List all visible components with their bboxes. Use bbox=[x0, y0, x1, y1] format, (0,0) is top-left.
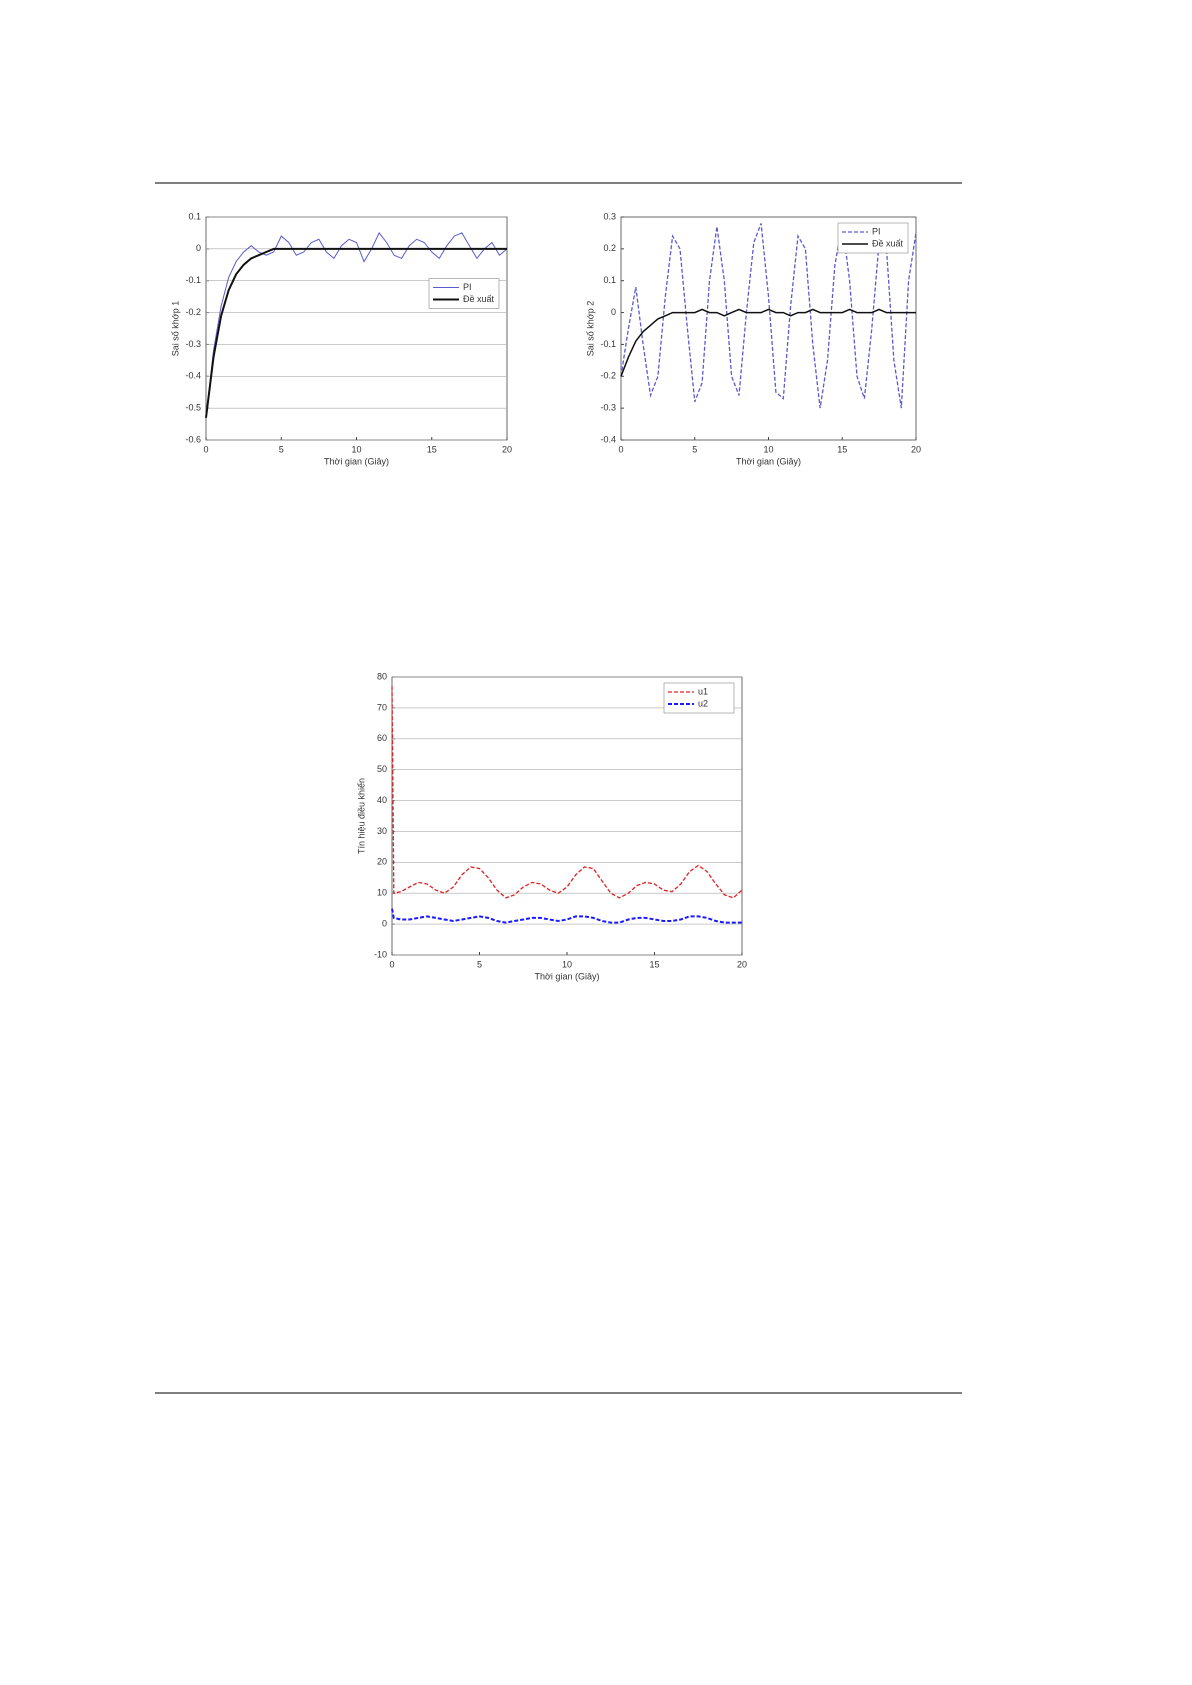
y-tick-label: -0.1 bbox=[185, 275, 201, 285]
legend-label: Đề xuất bbox=[463, 294, 495, 304]
y-tick-label: -0.5 bbox=[185, 403, 201, 413]
legend-box bbox=[428, 278, 500, 309]
y-tick-label: 0.3 bbox=[603, 211, 616, 221]
series-line bbox=[391, 908, 742, 924]
y-tick-label: -0.1 bbox=[600, 339, 616, 349]
plot-area bbox=[391, 676, 743, 956]
y-tick-label: 10 bbox=[377, 888, 387, 898]
x-axis-label: Thời gian (Giây) bbox=[324, 456, 389, 466]
x-tick-label: 10 bbox=[351, 444, 361, 454]
legend: PI Đề xuất bbox=[428, 278, 500, 309]
series-line bbox=[205, 247, 507, 418]
y-tick-label: 0.2 bbox=[603, 243, 616, 253]
y-tick-label: -0.3 bbox=[600, 403, 616, 413]
x-tick-label: 20 bbox=[502, 444, 512, 454]
legend-label: u1 bbox=[698, 686, 708, 696]
x-tick-label: 0 bbox=[203, 444, 208, 454]
x-axis-label: Thời gian (Giây) bbox=[535, 971, 600, 981]
y-tick-label: 30 bbox=[377, 826, 387, 836]
y-axis-label: Tín hiệu điều khiển bbox=[356, 778, 366, 854]
y-tick-label: -0.4 bbox=[185, 371, 201, 381]
legend-label: Đề xuất bbox=[872, 238, 904, 248]
x-tick-label: 15 bbox=[837, 444, 847, 454]
x-tick-label: 15 bbox=[649, 959, 659, 969]
y-tick-label: 0 bbox=[382, 918, 387, 928]
x-tick-label: 20 bbox=[911, 444, 921, 454]
y-tick-label: 0.1 bbox=[603, 275, 616, 285]
x-tick-label: 5 bbox=[279, 444, 284, 454]
y-tick-label: 80 bbox=[377, 671, 387, 681]
y-tick-label: -0.3 bbox=[185, 339, 201, 349]
x-tick-label: 0 bbox=[618, 444, 623, 454]
y-axis-label: Sai số khớp 1 bbox=[170, 301, 180, 356]
legend-label: PI bbox=[872, 226, 881, 236]
x-tick-label: 10 bbox=[562, 959, 572, 969]
y-tick-label: 20 bbox=[377, 857, 387, 867]
x-axis-label: Thời gian (Giây) bbox=[736, 456, 801, 466]
series-line bbox=[205, 231, 508, 418]
y-axis-label: Sai số khớp 2 bbox=[585, 301, 595, 356]
x-tick-label: 15 bbox=[427, 444, 437, 454]
y-tick-label: -0.4 bbox=[600, 434, 616, 444]
y-tick-label: 40 bbox=[377, 795, 387, 805]
y-tick-label: 0 bbox=[196, 243, 201, 253]
y-tick-label: -0.2 bbox=[600, 371, 616, 381]
x-tick-label: 5 bbox=[692, 444, 697, 454]
legend: PI Đề xuất bbox=[837, 222, 909, 254]
y-tick-label: 0 bbox=[611, 307, 616, 317]
legend-box bbox=[663, 682, 735, 714]
legend-label: u2 bbox=[698, 698, 708, 708]
y-tick-label: 0.1 bbox=[188, 211, 201, 221]
x-tick-label: 10 bbox=[763, 444, 773, 454]
y-tick-label: -10 bbox=[374, 949, 387, 959]
x-tick-label: 0 bbox=[389, 959, 394, 969]
y-tick-label: -0.6 bbox=[185, 434, 201, 444]
y-tick-label: 50 bbox=[377, 764, 387, 774]
series-line bbox=[620, 223, 917, 409]
legend-label: PI bbox=[463, 282, 472, 292]
plot-area bbox=[205, 216, 508, 441]
series-line bbox=[620, 308, 916, 377]
y-tick-label: 60 bbox=[377, 733, 387, 743]
x-tick-label: 20 bbox=[737, 959, 747, 969]
y-tick-label: -0.2 bbox=[185, 307, 201, 317]
series-line bbox=[391, 686, 743, 899]
legend-box bbox=[837, 222, 909, 254]
y-tick-label: 70 bbox=[377, 702, 387, 712]
x-tick-label: 5 bbox=[477, 959, 482, 969]
